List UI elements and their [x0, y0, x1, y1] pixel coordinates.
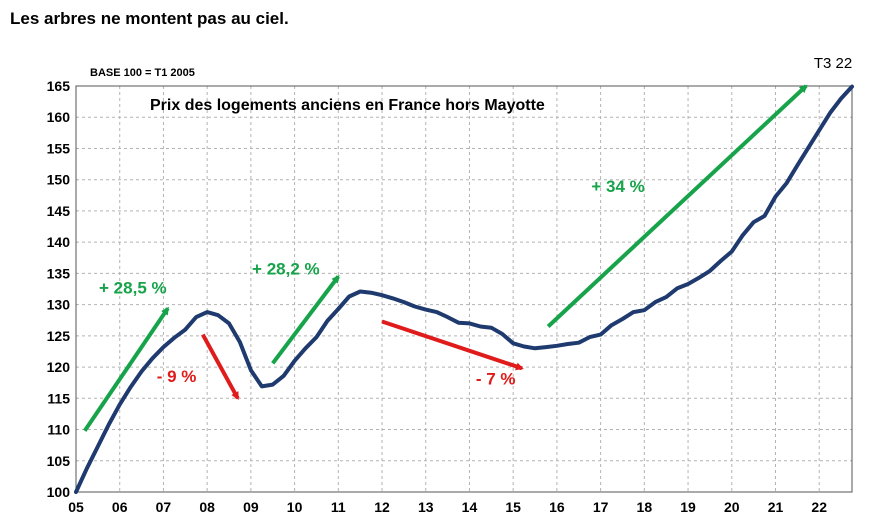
change-annotation: - 9 %: [157, 367, 197, 386]
increase-arrow: [546, 84, 808, 328]
change-annotation: + 34 %: [591, 177, 644, 196]
page-headline: Les arbres ne montent pas au ciel.: [10, 9, 289, 28]
y-tick-label: 160: [47, 109, 71, 125]
plot-frame: [75, 85, 853, 493]
annotations: + 28,5 % - 9 % + 28,2 % - 7 % + 34 %: [83, 84, 808, 432]
x-tick-label: 14: [462, 499, 478, 515]
chart-title: Prix des logements anciens en France hor…: [150, 97, 545, 114]
y-tick-label: 100: [47, 484, 71, 500]
decrease-arrow: [201, 333, 240, 401]
change-annotation: - 7 %: [476, 370, 516, 389]
end-label: T3 22: [814, 55, 852, 72]
x-tick-label: 21: [768, 499, 784, 515]
x-tick-label: 16: [549, 499, 565, 515]
x-tick-label: 13: [418, 499, 434, 515]
x-tick-label: 12: [374, 499, 390, 515]
x-tick-label: 15: [505, 499, 521, 515]
y-tick-label: 115: [47, 390, 70, 406]
x-tick-label: 20: [724, 499, 740, 515]
y-tick-label: 135: [47, 265, 71, 281]
gridlines: [76, 86, 852, 492]
change-annotation: + 28,5 %: [99, 278, 167, 297]
x-tick-label: 10: [287, 499, 303, 515]
increase-arrow: [271, 274, 340, 365]
x-tick-label: 18: [637, 499, 653, 515]
y-tick-label: 165: [47, 78, 71, 94]
y-tick-label: 120: [47, 359, 71, 375]
x-axis: 05 06 07 08 09 10 11 12 13 14 15 16 17 18 19 20 21 22: [68, 499, 827, 515]
x-tick-label: 08: [199, 499, 215, 515]
x-tick-label: 19: [680, 499, 696, 515]
x-tick-label: 07: [156, 499, 172, 515]
increase-arrow: [83, 306, 170, 432]
y-tick-label: 105: [47, 453, 71, 469]
x-tick-label: 22: [811, 499, 827, 515]
y-tick-label: 140: [47, 234, 71, 250]
y-tick-label: 155: [47, 140, 71, 156]
y-tick-label: 150: [47, 172, 71, 188]
y-tick-label: 130: [47, 297, 71, 313]
base-note: BASE 100 = T1 2005: [90, 67, 195, 79]
x-tick-label: 17: [593, 499, 609, 515]
x-tick-label: 06: [112, 499, 128, 515]
x-tick-label: 11: [331, 499, 346, 515]
series-line: [74, 84, 854, 494]
y-tick-label: 145: [47, 203, 71, 219]
y-tick-label: 110: [47, 422, 70, 438]
decrease-arrow: [381, 319, 524, 371]
x-tick-label: 09: [243, 499, 259, 515]
x-tick-label: 05: [68, 499, 84, 515]
y-axis: 100 105 110 115 120 125 130 135 140 145 150 155 160 1…: [47, 78, 71, 500]
y-tick-label: 125: [47, 328, 71, 344]
change-annotation: + 28,2 %: [252, 260, 320, 279]
